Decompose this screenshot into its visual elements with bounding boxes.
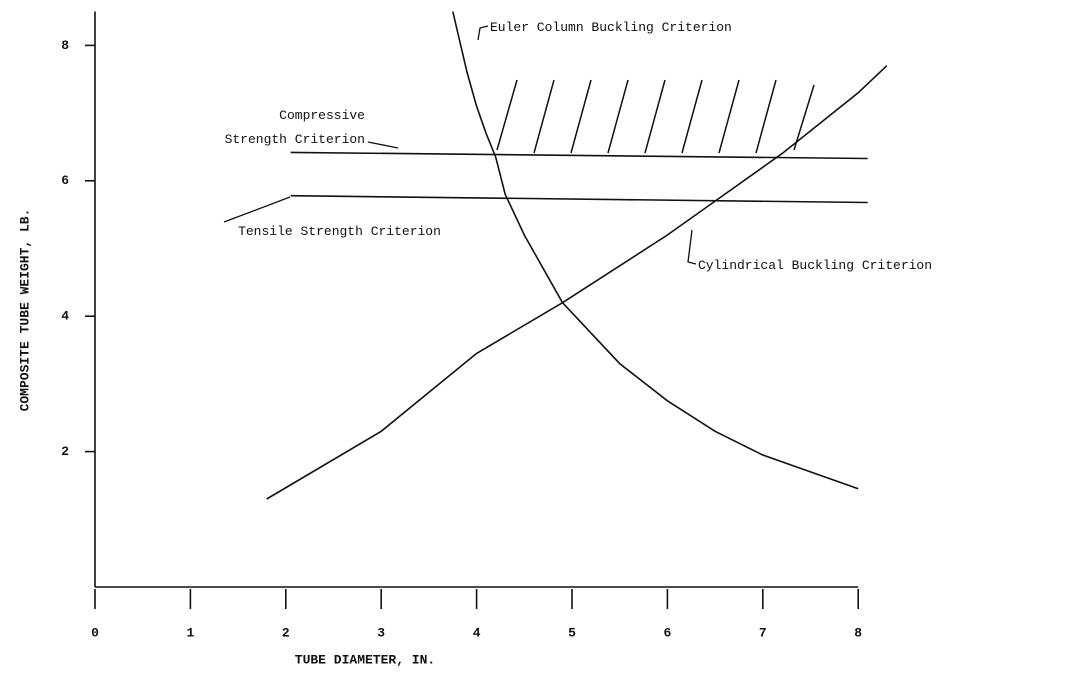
leader xyxy=(687,229,697,265)
x-tick-label: 2 xyxy=(282,625,290,640)
leader xyxy=(367,141,399,149)
series-label: Tensile Strength Criterion xyxy=(238,224,441,239)
x-tick-label: 0 xyxy=(91,625,99,640)
x-axis-label: TUBE DIAMETER, IN. xyxy=(295,652,435,667)
leader xyxy=(477,25,489,41)
x-tick-label: 5 xyxy=(568,625,576,640)
y-tick-label: 8 xyxy=(61,38,69,53)
series-label: Euler Column Buckling Criterion xyxy=(490,20,732,35)
series-line xyxy=(290,151,868,160)
leader xyxy=(223,196,291,223)
series-label: Compressive Strength Criterion xyxy=(224,108,365,147)
y-tick-label: 6 xyxy=(61,173,69,188)
x-tick-label: 6 xyxy=(663,625,671,640)
y-tick-label: 4 xyxy=(61,309,69,324)
x-tick-label: 4 xyxy=(473,625,481,640)
x-tick-label: 3 xyxy=(377,625,385,640)
y-tick-label: 2 xyxy=(61,444,69,459)
x-tick-label: 8 xyxy=(854,625,862,640)
x-tick-label: 1 xyxy=(186,625,194,640)
y-axis-label: COMPOSITE TUBE WEIGHT, LB. xyxy=(17,209,32,412)
x-tick-label: 7 xyxy=(759,625,767,640)
series-line xyxy=(452,11,859,490)
hatched-region xyxy=(496,79,815,154)
series-line xyxy=(290,194,868,204)
series-label: Cylindrical Buckling Criterion xyxy=(698,258,933,273)
series-line xyxy=(266,65,888,500)
